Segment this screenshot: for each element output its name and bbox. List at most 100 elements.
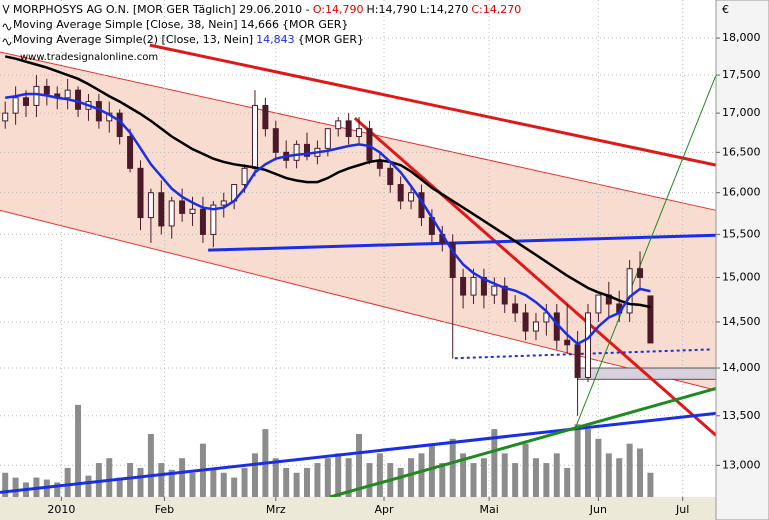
volume-bar — [616, 458, 623, 497]
candle-body — [251, 104, 258, 169]
volume-bar — [283, 467, 290, 497]
volume-bar — [439, 463, 446, 497]
y-tick-label: 17,000 — [722, 106, 761, 119]
volume-bar — [189, 472, 196, 497]
x-tick-label: 2010 — [47, 503, 75, 516]
y-tick-label: 16,500 — [722, 145, 761, 158]
moving-average — [4, 55, 651, 309]
x-tick-label: Jun — [589, 503, 607, 516]
watermark: www.tradesignalonline.com — [20, 52, 158, 63]
candle-body — [189, 208, 196, 214]
volume-bar — [626, 443, 633, 497]
volume-bar — [324, 458, 331, 497]
volume-bar — [480, 458, 487, 497]
volume-bar — [460, 453, 467, 497]
candle-body — [501, 285, 508, 305]
volume-bar — [543, 463, 550, 497]
candle-body — [220, 200, 227, 206]
y-tick-label: 17,500 — [722, 68, 761, 81]
volume-bar — [158, 463, 165, 497]
x-tick-label: Jul — [675, 503, 689, 516]
candle-body — [532, 321, 539, 332]
volume-bar — [397, 467, 404, 497]
candle-body — [127, 136, 134, 169]
volume-bar — [241, 467, 248, 497]
volume-bar — [335, 453, 342, 497]
candle-body — [64, 89, 71, 99]
candle-body — [75, 89, 82, 110]
candle-body — [262, 104, 269, 130]
volume-bar — [116, 477, 123, 497]
plot-area — [0, 0, 717, 499]
volume-bar — [522, 443, 529, 497]
volume-bar — [501, 453, 508, 497]
header-close: C:14,270 — [471, 3, 521, 16]
volume-bar — [106, 458, 113, 497]
candle-body — [397, 184, 404, 202]
trend-line — [149, 43, 717, 167]
volume-bar — [564, 467, 571, 497]
moving-average — [5, 92, 651, 346]
candle-body — [272, 128, 279, 153]
y-tick-label: 13,500 — [722, 409, 761, 422]
legend-line: Moving Average Simple(2) [Close, 13, Nei… — [13, 33, 364, 46]
legend-name: Moving Average Simple [Close, 38, Nein] — [13, 18, 238, 31]
trend-line — [574, 74, 717, 431]
x-axis-band — [0, 497, 716, 520]
candle-body — [304, 143, 311, 157]
candle-body — [2, 112, 9, 122]
header-title: MORPHOSYS AG O.N. [MOR GER Täglich] 29.0… — [13, 3, 310, 16]
volume-bar — [2, 472, 9, 497]
x-tick-label: Feb — [155, 503, 174, 516]
y-axis-band — [715, 0, 769, 520]
y-tick-label: 14,000 — [722, 361, 761, 374]
volume-bar — [408, 458, 415, 497]
candle-body — [387, 167, 394, 186]
volume-bar — [12, 477, 19, 497]
candle-body — [637, 268, 644, 278]
y-tick-label: 16,000 — [722, 186, 761, 199]
y-tick-label: 13,000 — [722, 458, 761, 471]
candle-body — [470, 276, 477, 296]
trend-line — [0, 411, 717, 494]
candle-body — [199, 208, 206, 235]
header-line: MORPHOSYS AG O.N. [MOR GER Täglich] 29.0… — [13, 3, 521, 16]
volume-bar — [553, 453, 560, 497]
volume-bar — [179, 458, 186, 497]
volume-bar — [418, 453, 425, 497]
candle-body — [241, 167, 248, 186]
candle-body — [168, 200, 175, 227]
candle-body — [574, 344, 581, 378]
volume-bar — [85, 475, 92, 497]
candle-body — [480, 276, 487, 296]
x-tick-label: Apr — [375, 503, 395, 516]
volume-bar — [75, 404, 82, 497]
volume-bar — [637, 448, 644, 497]
volume-bar — [532, 458, 539, 497]
volume-bar — [428, 443, 435, 497]
candle-body — [408, 192, 415, 202]
volume-bar — [605, 453, 612, 497]
candle-body — [179, 200, 186, 214]
legend-exchange: {MOR GER} — [298, 33, 364, 46]
volume-bar — [595, 438, 602, 497]
legend-value: 14,843 — [256, 33, 295, 46]
trend-line — [353, 117, 717, 437]
volume-bar — [647, 472, 654, 497]
candle-body — [335, 120, 342, 130]
candle-body — [564, 339, 571, 346]
channel-line — [0, 209, 717, 391]
legend-exchange: {MOR GER} — [282, 18, 348, 31]
volume-bar — [231, 477, 238, 497]
candle-body — [626, 268, 633, 314]
volume-bar — [345, 458, 352, 497]
header-open: O:14,790 — [313, 3, 364, 16]
volume-bar — [168, 469, 175, 497]
volume-bar — [314, 463, 321, 497]
volume-bar — [366, 463, 373, 497]
candle-body — [595, 294, 602, 314]
candle-body — [522, 312, 529, 332]
candle-body — [647, 295, 654, 344]
volume-bar — [147, 433, 154, 497]
